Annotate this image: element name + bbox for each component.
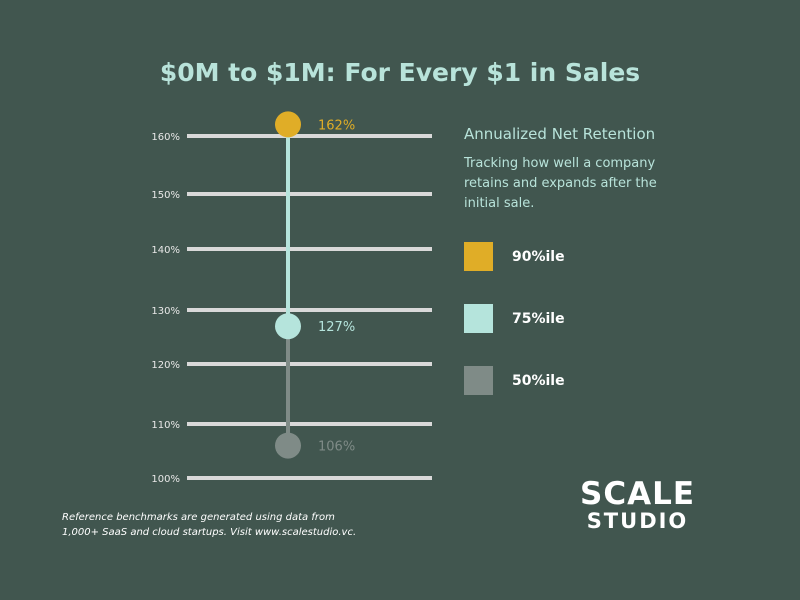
dot-90 bbox=[275, 111, 301, 138]
legend-item-90: 90%ile bbox=[464, 242, 565, 271]
scale-studio-logo: SCALE STUDIO bbox=[570, 478, 705, 532]
dot-50 bbox=[275, 432, 301, 459]
y-tick-label: 140% bbox=[151, 245, 180, 256]
legend-label: 90%ile bbox=[512, 248, 565, 265]
legend-item-50: 50%ile bbox=[464, 366, 565, 395]
legend-title: Annualized Net Retention bbox=[464, 125, 656, 143]
y-tick-label: 110% bbox=[151, 420, 180, 431]
legend-swatch-50 bbox=[464, 366, 493, 395]
legend-swatch-75 bbox=[464, 304, 493, 333]
footnote-line1: Reference benchmarks are generated using… bbox=[62, 512, 335, 523]
data-label: 106% bbox=[318, 440, 355, 455]
logo-line2: STUDIO bbox=[586, 509, 689, 533]
y-tick-label: 120% bbox=[151, 360, 180, 371]
legend-swatch-90 bbox=[464, 242, 493, 271]
data-label: 127% bbox=[318, 320, 355, 335]
legend-description: Tracking how well a company retains and … bbox=[464, 156, 657, 211]
footnote-line2: 1,000+ SaaS and cloud startups. Visit ww… bbox=[62, 527, 357, 538]
logo-line1: SCALE bbox=[580, 476, 695, 512]
y-tick-label: 150% bbox=[151, 190, 180, 201]
legend-label: 50%ile bbox=[512, 372, 565, 389]
dot-75 bbox=[275, 313, 301, 340]
legend-item-75: 75%ile bbox=[464, 304, 565, 333]
y-tick-label: 160% bbox=[151, 132, 180, 143]
footnote: Reference benchmarks are generated using… bbox=[62, 510, 356, 540]
data-label: 162% bbox=[318, 118, 355, 133]
y-tick-label: 130% bbox=[151, 306, 180, 317]
chart-title: $0M to $1M: For Every $1 in Sales bbox=[159, 58, 641, 87]
y-tick-label: 100% bbox=[151, 474, 180, 485]
legend-label: 75%ile bbox=[512, 310, 565, 327]
